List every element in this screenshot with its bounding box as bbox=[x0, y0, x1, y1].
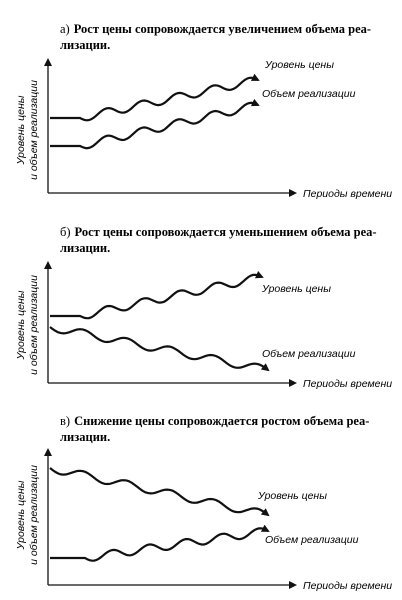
x-label: Периоды времени bbox=[303, 188, 392, 200]
curve-label: Объем реализации bbox=[262, 348, 356, 360]
caption-marker: в) bbox=[60, 414, 70, 428]
caption: а) Рост цены сопровождается увеличением о… bbox=[60, 22, 371, 36]
caption-marker: а) bbox=[60, 22, 70, 36]
curve bbox=[50, 270, 264, 320]
y-label: и объем реализации bbox=[28, 275, 40, 375]
curve-label: Уровень цены bbox=[264, 59, 334, 71]
curve-label: Уровень цены bbox=[261, 283, 331, 295]
curve bbox=[50, 73, 260, 122]
x-label: Периоды времени bbox=[303, 378, 392, 390]
y-label: и объем реализации bbox=[28, 465, 40, 565]
curve bbox=[50, 524, 270, 562]
caption-text: Рост цены сопровождается уменьшением объ… bbox=[75, 225, 377, 239]
caption: лизации. bbox=[60, 38, 110, 52]
curve bbox=[49, 467, 270, 517]
curve bbox=[50, 98, 260, 150]
caption-text: Снижение цены сопровождается ростом объе… bbox=[74, 414, 369, 428]
caption: в) Снижение цены сопровождается ростом об… bbox=[60, 414, 369, 428]
y-label: и объем реализации bbox=[28, 80, 40, 180]
caption: лизации. bbox=[60, 241, 110, 255]
caption: б) Рост цены сопровождается уменьшением о… bbox=[60, 225, 377, 239]
curve bbox=[49, 326, 270, 372]
curve-label: Объем реализации bbox=[265, 534, 359, 546]
caption: лизации. bbox=[60, 430, 110, 444]
curve-label: Объем реализации bbox=[262, 88, 356, 100]
caption-marker: б) bbox=[60, 225, 71, 239]
caption-text: Рост цены сопровождается увеличением объ… bbox=[74, 22, 371, 36]
y-label: Уровень цены bbox=[15, 95, 27, 165]
x-label: Периоды времени bbox=[303, 580, 392, 592]
y-label: Уровень цены bbox=[15, 290, 27, 360]
curve-label: Уровень цены bbox=[257, 490, 327, 502]
y-label: Уровень цены bbox=[15, 480, 27, 550]
